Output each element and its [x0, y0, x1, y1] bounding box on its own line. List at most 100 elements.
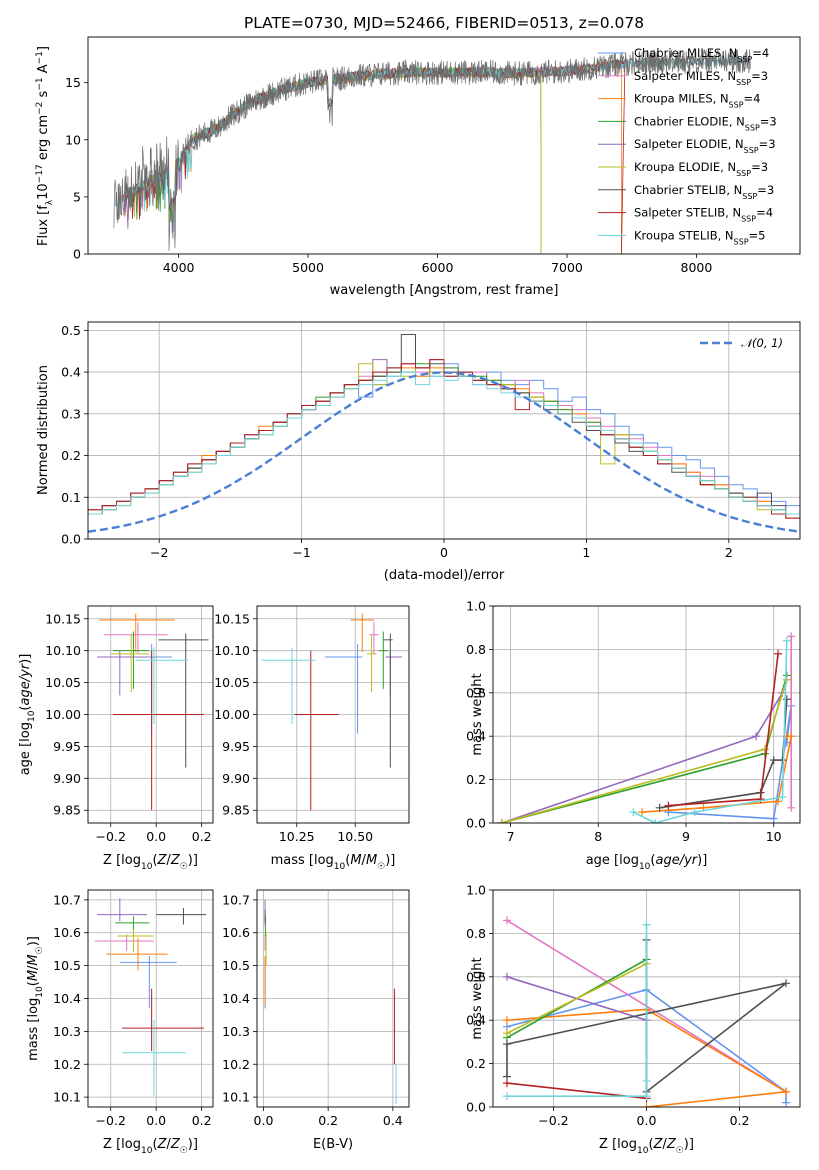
label-part: −1 — [35, 51, 45, 64]
y-tick-label: 9.95 — [53, 739, 81, 754]
label-part: ☉ — [180, 1146, 188, 1156]
weight-point-marker — [690, 808, 699, 817]
y-tick-label: 10.00 — [45, 707, 81, 722]
weight-point-marker — [664, 801, 673, 810]
plot-area-ebv-vs-mass — [264, 899, 397, 1104]
label-part: Z — [157, 853, 168, 868]
y-tick-label: 0.4 — [466, 1013, 486, 1028]
legend-entry: Chabrier ELODIE, NSSP=3 — [634, 114, 777, 131]
x-tick-label: 0.0 — [146, 1113, 166, 1128]
legend-text: =3 — [757, 183, 774, 197]
label-part: ( — [650, 853, 655, 868]
x-tick-label: 2 — [725, 545, 733, 560]
weight-series-line — [668, 653, 779, 807]
x-tick-label: 10 — [766, 829, 782, 844]
weight-point-marker — [760, 745, 769, 754]
weight-point-marker — [502, 972, 511, 981]
x-axis-label: Z [log10(Z/Z☉)] — [599, 1137, 694, 1156]
weight-series-line — [506, 1008, 789, 1107]
x-axis-label: E(B-V) — [313, 1137, 353, 1152]
gaussian-curve — [88, 371, 800, 533]
label-part: )] — [26, 936, 41, 946]
y-axis-label: age [log10(age/yr)] — [18, 654, 37, 776]
plot-area-z-vs-weight — [502, 916, 791, 1107]
x-tick-label: −0.2 — [96, 1113, 126, 1128]
y-tick-label: 10.05 — [45, 675, 81, 690]
x-tick-label: 0 — [440, 545, 448, 560]
weight-point-marker — [502, 1029, 511, 1038]
y-tick-label: 9.90 — [222, 771, 250, 786]
label-part: )] — [697, 853, 707, 868]
plot-area-age-vs-weight — [497, 632, 796, 823]
x-tick-label: −1 — [292, 545, 310, 560]
y-tick-label: 10.3 — [53, 1024, 81, 1039]
y-axis-label: Flux [fλ10−17 erg cm−2 s−1 A−1] — [35, 46, 55, 246]
legend-entry: Salpeter MILES, NSSP=3 — [634, 69, 768, 87]
legend-text: Chabrier MILES, N — [634, 46, 737, 60]
weight-point-marker — [782, 1087, 791, 1096]
x-tick-label: 7 — [507, 829, 515, 844]
plot-area-z-vs-age — [97, 613, 209, 811]
histogram-step-line — [88, 367, 800, 519]
observed-spectrum-line — [113, 48, 751, 251]
weight-point-marker — [502, 1092, 511, 1101]
y-tick-label: 10.15 — [214, 611, 250, 626]
x-tick-label: −0.2 — [96, 829, 126, 844]
label-part: ☉ — [377, 862, 385, 872]
x-tick-label: 6000 — [422, 260, 454, 275]
label-part: ☉ — [35, 946, 45, 954]
label-part: / — [166, 1137, 171, 1152]
label-part: Z [log — [103, 853, 141, 868]
panel-z-vs-age: −0.2 0.0 0.2 9.85 9.90 9.95 10.00 10.05 10.10 10.… — [45, 605, 214, 844]
label-part: 10 — [141, 1146, 153, 1156]
y-tick-label: 10.6 — [53, 925, 81, 940]
y-tick-label: 0.0 — [466, 816, 486, 831]
panel-residuals: −2 −1 0 1 2 0.0 0.1 0.2 0.3 0.4 0.5 — [61, 321, 801, 560]
legend-text: Kroupa ELODIE, N — [634, 160, 736, 174]
y-tick-label: 0.2 — [61, 448, 81, 463]
weight-point-marker — [502, 916, 511, 925]
weight-series-line — [632, 640, 788, 823]
label-part: mass [log — [26, 998, 41, 1061]
model-line — [131, 66, 542, 254]
label-part: Z — [157, 1137, 168, 1152]
y-tick-label: 10.4 — [53, 991, 81, 1006]
y-tick-label: 1.0 — [466, 883, 486, 898]
legend-entry: Salpeter ELODIE, NSSP=3 — [634, 137, 776, 155]
label-part: age/yr — [655, 853, 698, 868]
label-part: s — [36, 90, 51, 101]
y-axis-label: Normed distribution — [36, 365, 51, 495]
y-tick-label: 5 — [73, 189, 81, 204]
label-part: ( — [152, 1137, 157, 1152]
weight-point-marker — [774, 649, 783, 658]
weight-point-marker — [642, 1076, 651, 1085]
label-part: M — [26, 954, 41, 965]
weight-point-marker — [642, 1092, 651, 1101]
legend-entry: 𝒩(0, 1) — [741, 336, 783, 350]
y-tick-label: 10.7 — [53, 892, 81, 907]
y-tick-label: 0.5 — [61, 323, 81, 338]
weight-point-marker — [778, 792, 787, 801]
y-tick-label: 9.85 — [53, 803, 81, 818]
panel-z-vs-mass: −0.2 0.0 0.2 10.1 10.2 10.3 10.4 10.5 10.6 10.7 — [53, 889, 214, 1128]
y-tick-label: 10.5 — [222, 958, 250, 973]
y-tick-label: 0.1 — [61, 490, 81, 505]
legend-text: Salpeter MILES, N — [634, 69, 736, 83]
label-part: 10 — [637, 1146, 649, 1156]
x-tick-label: 10.50 — [337, 829, 373, 844]
histogram-step-line — [88, 363, 800, 519]
legend-text: SSP — [741, 214, 756, 223]
weight-point-marker — [769, 814, 778, 823]
weight-point-marker — [782, 636, 791, 645]
weight-point-marker — [787, 803, 796, 812]
label-part: mass [log — [271, 853, 334, 868]
legend-text: Chabrier STELIB, N — [634, 183, 742, 197]
axes-frame — [87, 889, 214, 1108]
label-part: M — [350, 853, 361, 868]
weight-point-marker — [502, 1016, 511, 1025]
y-tick-label: 9.95 — [222, 739, 250, 754]
weight-point-marker — [787, 632, 796, 641]
axes-frame — [492, 605, 801, 824]
histogram-step-line — [88, 371, 800, 519]
weight-point-marker — [502, 1079, 511, 1088]
